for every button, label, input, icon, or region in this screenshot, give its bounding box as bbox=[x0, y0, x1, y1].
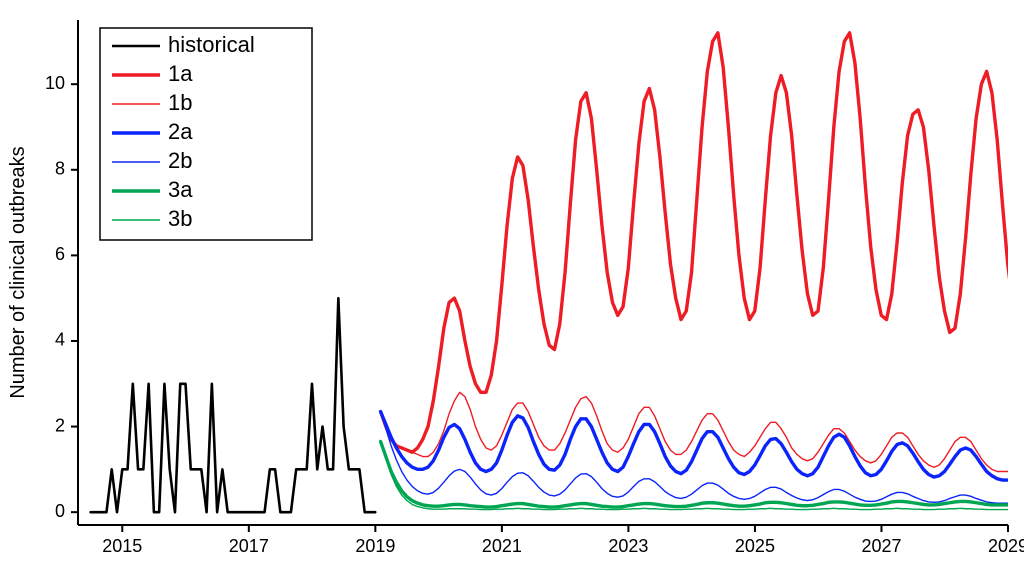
y-tick-label: 10 bbox=[45, 73, 65, 93]
legend-label: 1b bbox=[168, 90, 192, 115]
x-tick-label: 2025 bbox=[735, 536, 775, 556]
y-tick-label: 8 bbox=[55, 159, 65, 179]
y-tick-label: 4 bbox=[55, 330, 65, 350]
legend-label: 2a bbox=[168, 119, 193, 144]
legend-label: 3a bbox=[168, 177, 193, 202]
legend-label: historical bbox=[168, 32, 255, 57]
x-tick-label: 2027 bbox=[861, 536, 901, 556]
legend-label: 1a bbox=[168, 61, 193, 86]
x-tick-label: 2023 bbox=[608, 536, 648, 556]
y-tick-label: 0 bbox=[55, 501, 65, 521]
chart-svg: 0 2 4 6 8 10 2015 2017 2019 2021 2023 2025 2027 2029 N… bbox=[0, 0, 1024, 580]
x-tick-label: 2029 bbox=[988, 536, 1024, 556]
y-tick-label: 2 bbox=[55, 415, 65, 435]
y-axis-label: Number of clinical outbreaks bbox=[7, 146, 29, 398]
legend-label: 2b bbox=[168, 148, 192, 173]
x-tick-label: 2021 bbox=[482, 536, 522, 556]
x-tick-label: 2015 bbox=[102, 536, 142, 556]
legend-label: 3b bbox=[168, 206, 192, 231]
y-tick-label: 6 bbox=[55, 244, 65, 264]
x-tick-label: 2019 bbox=[355, 536, 395, 556]
x-tick-label: 2017 bbox=[229, 536, 269, 556]
outbreak-chart: 0 2 4 6 8 10 2015 2017 2019 2021 2023 2025 2027 2029 N… bbox=[0, 0, 1024, 580]
